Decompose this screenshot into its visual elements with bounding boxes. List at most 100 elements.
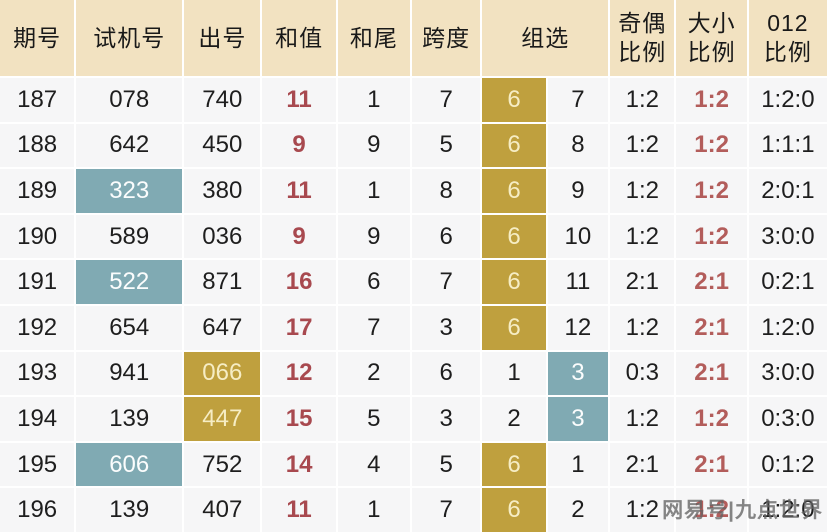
header-sum-tail-label: 和尾 [349,24,398,51]
cell-period: 191 [0,260,75,304]
cell-odd-even-ratio: 2:1 [610,260,675,304]
header-odd-even-line2: 比例 [618,39,667,65]
header-span-label: 跨度 [422,24,471,51]
header-012-line1: 012 [767,10,809,37]
cell-big-small-ratio: 1:2 [676,397,747,441]
cell-period: 192 [0,305,75,350]
cell-sum: 15 [262,397,336,441]
cell-big-small-ratio: 1:2 [676,169,747,213]
cell-odd-even-ratio: 1:2 [610,169,675,213]
cell-draw-number: 450 [184,123,261,168]
header-period: 期号 [0,0,75,76]
cell-odd-even-ratio: 1:2 [610,123,675,168]
cell-big-small-ratio: 1:2 [676,78,747,122]
cell-big-small-ratio: 2:1 [676,260,747,304]
header-big-small-line2: 比例 [687,39,736,65]
cell-span: 8 [412,169,481,213]
cell-big-small-ratio: 1:2 [676,123,747,168]
cell-period: 188 [0,123,75,168]
cell-sum-tail: 9 [337,214,410,259]
cell-group-six: 6 [482,78,546,122]
cell-span: 6 [412,351,481,396]
cell-test-number: 654 [76,305,183,350]
cell-012-ratio: 1:2:0 [748,78,827,122]
cell-sum-tail: 1 [337,488,410,532]
cell-period: 190 [0,214,75,259]
cell-sum: 11 [262,488,336,532]
cell-draw-number: 066 [184,351,261,396]
cell-sum-tail: 5 [337,397,410,441]
cell-group-three: 8 [547,123,609,168]
cell-draw-number: 752 [184,442,261,487]
cell-012-ratio: 1:2:0 [748,488,827,532]
cell-odd-even-ratio: 1:2 [610,214,675,259]
cell-big-small-ratio: 2:1 [676,351,747,396]
cell-sum-tail: 6 [337,260,410,304]
cell-group-six: 6 [482,305,546,350]
cell-odd-even-ratio: 1:2 [610,305,675,350]
cell-odd-even-ratio: 2:1 [610,442,675,487]
cell-big-small-ratio: 2:1 [676,305,747,350]
header-period-label: 期号 [13,24,62,51]
cell-group-six: 6 [482,488,546,532]
cell-group-six: 1 [482,351,546,396]
cell-sum: 12 [262,351,336,396]
cell-012-ratio: 3:0:0 [748,214,827,259]
cell-span: 5 [412,442,481,487]
cell-sum-tail: 1 [337,169,410,213]
cell-odd-even-ratio: 1:2 [610,397,675,441]
cell-odd-even-ratio: 1:2 [610,78,675,122]
cell-test-number: 642 [76,123,183,168]
cell-test-number: 323 [76,169,183,213]
cell-odd-even-ratio: 0:3 [610,351,675,396]
cell-group-three: 9 [547,169,609,213]
cell-group-six: 6 [482,214,546,259]
header-group-selection: 组选 [482,0,609,76]
cell-sum-tail: 4 [337,442,410,487]
header-012-line2: 比例 [763,39,812,65]
header-draw-number: 出号 [184,0,261,76]
cell-group-three: 2 [547,488,609,532]
cell-012-ratio: 1:2:0 [748,305,827,350]
header-big-small-line1: 大小 [687,10,736,37]
cell-group-three: 3 [547,397,609,441]
cell-sum-tail: 2 [337,351,410,396]
cell-draw-number: 380 [184,169,261,213]
cell-period: 189 [0,169,75,213]
cell-test-number: 941 [76,351,183,396]
cell-012-ratio: 0:1:2 [748,442,827,487]
cell-group-three: 1 [547,442,609,487]
header-test-number-label: 试机号 [93,24,166,51]
header-group-selection-label: 组选 [521,24,570,51]
header-012-ratio: 012 比例 [748,0,827,76]
cell-group-six: 6 [482,442,546,487]
cell-sum: 11 [262,78,336,122]
cell-draw-number: 407 [184,488,261,532]
cell-span: 5 [412,123,481,168]
cell-period: 195 [0,442,75,487]
cell-sum: 16 [262,260,336,304]
cell-sum: 9 [262,214,336,259]
cell-test-number: 589 [76,214,183,259]
cell-odd-even-ratio: 1:2 [610,488,675,532]
cell-sum: 11 [262,169,336,213]
header-big-small-ratio: 大小 比例 [676,0,747,76]
cell-draw-number: 871 [184,260,261,304]
cell-012-ratio: 3:0:0 [748,351,827,396]
cell-sum-tail: 7 [337,305,410,350]
header-test-number: 试机号 [76,0,183,76]
cell-test-number: 139 [76,488,183,532]
cell-span: 7 [412,260,481,304]
cell-big-small-ratio: 2:1 [676,442,747,487]
cell-period: 187 [0,78,75,122]
cell-sum-tail: 1 [337,78,410,122]
cell-test-number: 078 [76,78,183,122]
cell-group-three: 3 [547,351,609,396]
cell-group-three: 12 [547,305,609,350]
cell-span: 6 [412,214,481,259]
cell-period: 196 [0,488,75,532]
cell-draw-number: 740 [184,78,261,122]
header-odd-even-ratio: 奇偶 比例 [610,0,675,76]
cell-012-ratio: 1:1:1 [748,123,827,168]
cell-test-number: 606 [76,442,183,487]
